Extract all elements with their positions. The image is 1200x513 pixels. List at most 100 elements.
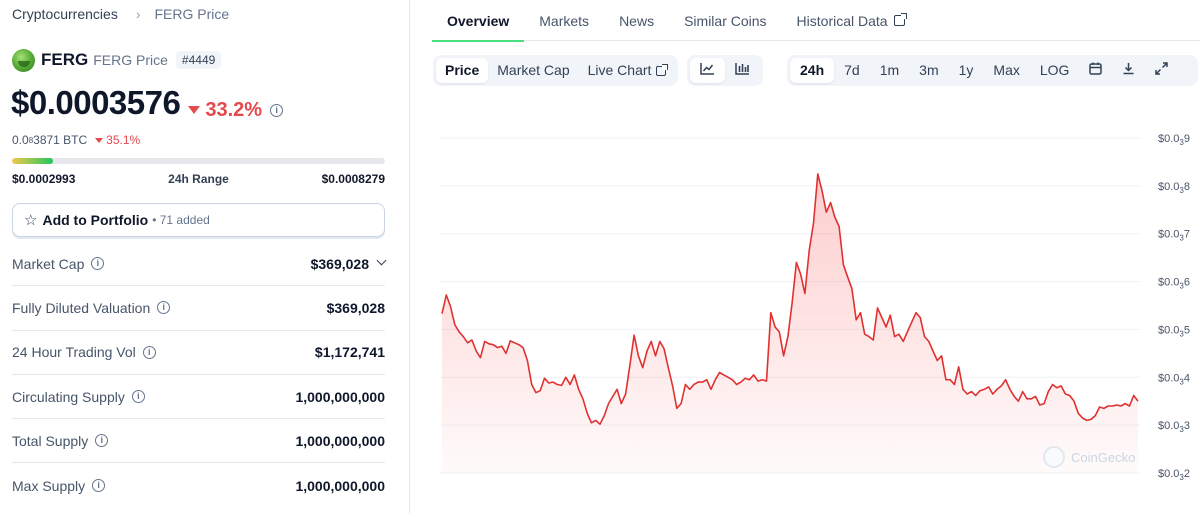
btc-price-prefix: 0.0 (12, 133, 29, 147)
mode-market-cap-button[interactable]: Market Cap (497, 62, 570, 78)
coingecko-watermark: CoinGecko (1043, 446, 1135, 468)
tab-label: Historical Data (796, 13, 888, 29)
price-chart[interactable]: $0.039 $0.038 $0.037 $0.036 $0.035 $0.034 $0.0… (440, 95, 1200, 513)
chevron-down-icon (376, 255, 387, 266)
log-scale-button[interactable]: LOG (1039, 62, 1070, 78)
download-button[interactable] (1112, 58, 1145, 83)
live-chart-label: Live Chart (587, 62, 652, 78)
candlestick-icon (735, 58, 750, 83)
y-tick-label: $0.035 (1158, 324, 1190, 338)
stat-row-total-supply: Total Supply i 1,000,000,000 (12, 419, 385, 464)
tab-historical-data[interactable]: Historical Data (782, 0, 920, 41)
external-link-icon (656, 63, 669, 76)
stat-row-circulating-supply: Circulating Supply i 1,000,000,000 (12, 375, 385, 420)
stat-row-market-cap: Market Cap i $369,028 (12, 242, 387, 287)
y-tick-label: $0.033 (1158, 420, 1190, 434)
expand-button[interactable] (1145, 58, 1178, 83)
range-high: $0.0008279 (321, 172, 385, 186)
y-tick-label: $0.037 (1158, 229, 1190, 243)
range-1y-button[interactable]: 1y (958, 62, 974, 78)
stat-label: Fully Diluted Valuation (12, 299, 151, 316)
download-icon (1122, 58, 1135, 83)
info-icon[interactable]: i (95, 434, 109, 448)
stats-table: Market Cap i $369,028 Fully Diluted Valua… (12, 242, 387, 508)
coin-overview-panel: Cryptocurrencies › FERG Price FERG FERG … (0, 0, 410, 513)
portfolio-label: Add to Portfolio (42, 212, 149, 228)
stat-value: $369,028 (310, 255, 369, 272)
coingecko-logo-icon (1043, 446, 1065, 468)
price-chart-svg: $0.039 $0.038 $0.037 $0.036 $0.035 $0.034 $0.0… (440, 133, 1190, 482)
candlestick-chart-button[interactable] (725, 58, 760, 83)
market-cap-dropdown[interactable]: $369,028 (310, 255, 387, 272)
y-tick-label: $0.032 (1158, 468, 1190, 482)
portfolio-added-count: • 71 added (152, 213, 210, 227)
stat-value: $369,028 (326, 299, 385, 316)
tab-overview[interactable]: Overview (432, 0, 525, 42)
coin-symbol: FERG (41, 50, 89, 69)
coin-price: $0.0003576 (11, 84, 181, 121)
range-labels: $0.0002993 24h Range $0.0008279 (12, 172, 385, 186)
coin-logo-icon (12, 48, 35, 72)
chart-toolbar: Price Market Cap Live Chart (433, 55, 772, 86)
info-icon[interactable]: i (270, 104, 284, 117)
stat-label: Total Supply (12, 432, 89, 449)
stat-value: 1,000,000,000 (295, 432, 385, 449)
stat-value: 1,000,000,000 (295, 388, 385, 405)
stat-label: 24 Hour Trading Vol (12, 344, 136, 361)
price-row: $0.0003576 33.2% i (11, 84, 284, 122)
price-change-value: 33.2% (205, 98, 263, 121)
y-tick-label: $0.034 (1158, 372, 1190, 386)
stat-row-trading-vol: 24 Hour Trading Vol i $1,172,741 (12, 331, 385, 375)
range-low: $0.0002993 (12, 172, 76, 186)
stat-label: Max Supply (12, 477, 86, 494)
stat-label: Circulating Supply (12, 388, 125, 405)
line-chart-icon (700, 58, 715, 83)
btc-price-zero-count: 8 (28, 135, 34, 145)
line-chart-button[interactable] (690, 58, 726, 83)
stat-value: $1,172,741 (314, 344, 385, 361)
btc-price-row: 0.0 8 3871 BTC 35.1% (12, 133, 140, 147)
star-icon: ☆ (24, 212, 38, 229)
external-link-icon (893, 13, 907, 26)
range-24h-button[interactable]: 24h (790, 58, 835, 83)
btc-change-value: 35.1% (106, 133, 141, 147)
stat-row-fdv: Fully Diluted Valuation i $369,028 (12, 286, 385, 331)
info-icon[interactable]: i (131, 390, 145, 404)
range-label: 24h Range (168, 172, 229, 186)
range-7d-button[interactable]: 7d (844, 62, 860, 78)
tab-news[interactable]: News (619, 13, 655, 29)
calendar-button[interactable] (1079, 58, 1112, 83)
y-tick-label: $0.036 (1158, 277, 1190, 291)
chart-mode-toggle: Price Market Cap Live Chart (433, 55, 679, 86)
chevron-right-icon: › (135, 6, 141, 22)
expand-icon (1155, 58, 1169, 83)
btc-change: 35.1% (95, 133, 140, 147)
info-icon[interactable]: i (92, 479, 106, 493)
caret-down-icon (188, 106, 201, 114)
chart-type-toggle (687, 55, 764, 86)
y-tick-label: $0.039 (1158, 133, 1190, 147)
calendar-icon (1089, 58, 1103, 83)
live-chart-button[interactable]: Live Chart (579, 58, 676, 83)
stat-label: Market Cap (12, 255, 85, 272)
info-icon[interactable]: i (142, 345, 156, 359)
btc-price-rest: 3871 BTC (33, 133, 88, 147)
range-1m-button[interactable]: 1m (879, 62, 900, 78)
range-max-button[interactable]: Max (993, 62, 1020, 78)
mode-price-button[interactable]: Price (436, 58, 489, 83)
range-3m-button[interactable]: 3m (919, 62, 939, 78)
stat-value: 1,000,000,000 (295, 477, 385, 494)
add-to-portfolio-button[interactable]: ☆ Add to Portfolio • 71 added (12, 203, 385, 237)
coin-header: FERG FERG Price #4449 (12, 48, 222, 72)
breadcrumb-root-link[interactable]: Cryptocurrencies (12, 6, 118, 22)
coin-tabs: Overview Markets News Similar Coins Hist… (432, 0, 1200, 42)
time-range-toggle: 24h 7d 1m 3m 1y Max LOG (787, 55, 1198, 86)
caret-down-icon (95, 137, 104, 143)
range-bar (12, 158, 385, 164)
info-icon[interactable]: i (157, 301, 171, 315)
tab-markets[interactable]: Markets (539, 13, 590, 29)
info-icon[interactable]: i (91, 257, 105, 271)
tab-similar-coins[interactable]: Similar Coins (684, 13, 767, 29)
y-tick-label: $0.038 (1158, 181, 1190, 195)
stat-row-max-supply: Max Supply i 1,000,000,000 (12, 463, 385, 507)
